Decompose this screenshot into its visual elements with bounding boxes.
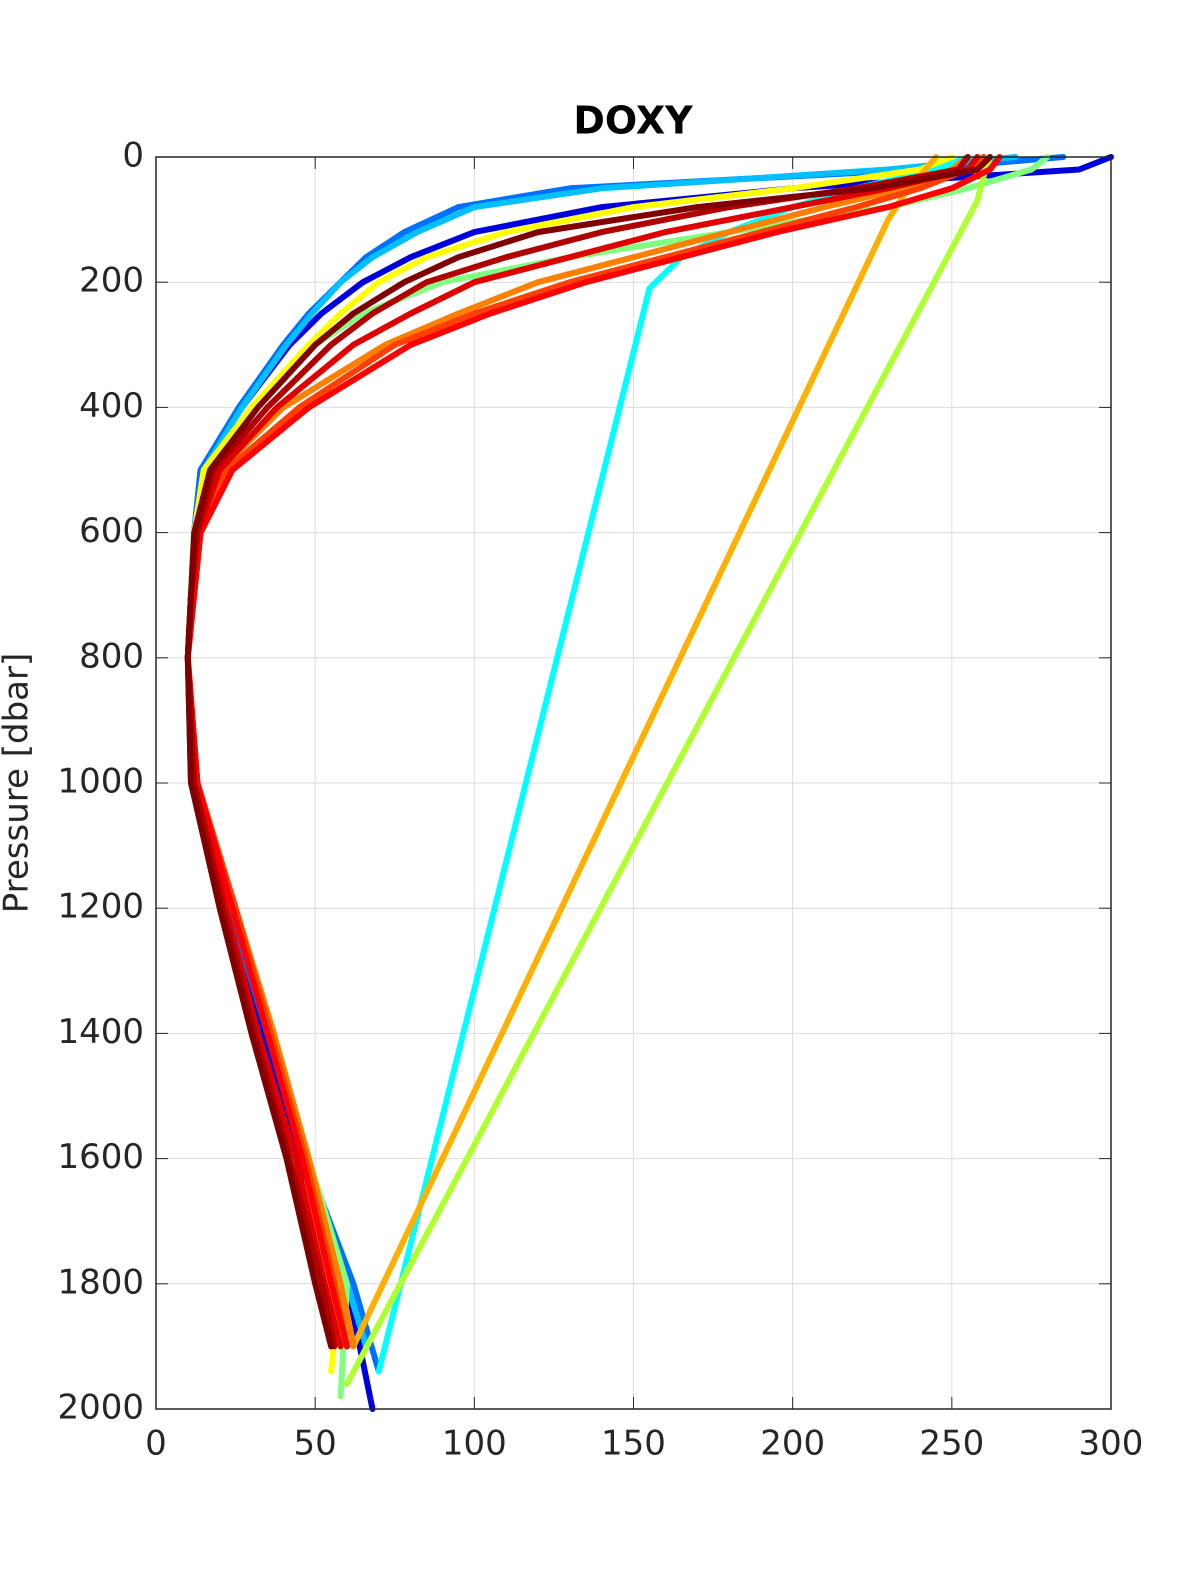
profile-line bbox=[184, 154, 971, 1350]
y-tick-label: 400 bbox=[79, 386, 144, 426]
y-tick-label: 600 bbox=[79, 511, 144, 551]
profile-line bbox=[344, 154, 993, 1387]
y-tick-label: 1000 bbox=[57, 762, 144, 802]
y-tick-label: 1200 bbox=[57, 887, 144, 927]
y-tick-label: 0 bbox=[122, 136, 144, 176]
x-tick-label: 100 bbox=[442, 1424, 507, 1464]
profile-line bbox=[184, 154, 981, 1350]
profile-line bbox=[184, 154, 993, 1350]
chart-title: DOXY bbox=[573, 99, 693, 143]
y-tick-label: 1800 bbox=[57, 1262, 144, 1302]
y-tick-label: 2000 bbox=[57, 1388, 144, 1428]
x-tick-label: 50 bbox=[294, 1424, 337, 1464]
y-tick-label: 200 bbox=[79, 261, 144, 301]
y-axis-label: Pressure [dbar] bbox=[0, 653, 37, 914]
x-tick-label: 300 bbox=[1079, 1424, 1144, 1464]
profile-line bbox=[375, 154, 971, 1375]
y-tick-label: 1600 bbox=[57, 1137, 144, 1177]
profile-line bbox=[184, 154, 987, 1350]
plot-frame bbox=[155, 156, 1112, 1410]
x-tick-label: 150 bbox=[601, 1424, 666, 1464]
y-tick-label: 1400 bbox=[57, 1012, 144, 1052]
y-tick-label: 800 bbox=[79, 636, 144, 676]
x-tick-label: 200 bbox=[760, 1424, 825, 1464]
profile-line bbox=[184, 154, 1003, 1350]
x-tick-label: 250 bbox=[919, 1424, 984, 1464]
x-tick-label: 0 bbox=[145, 1424, 167, 1464]
